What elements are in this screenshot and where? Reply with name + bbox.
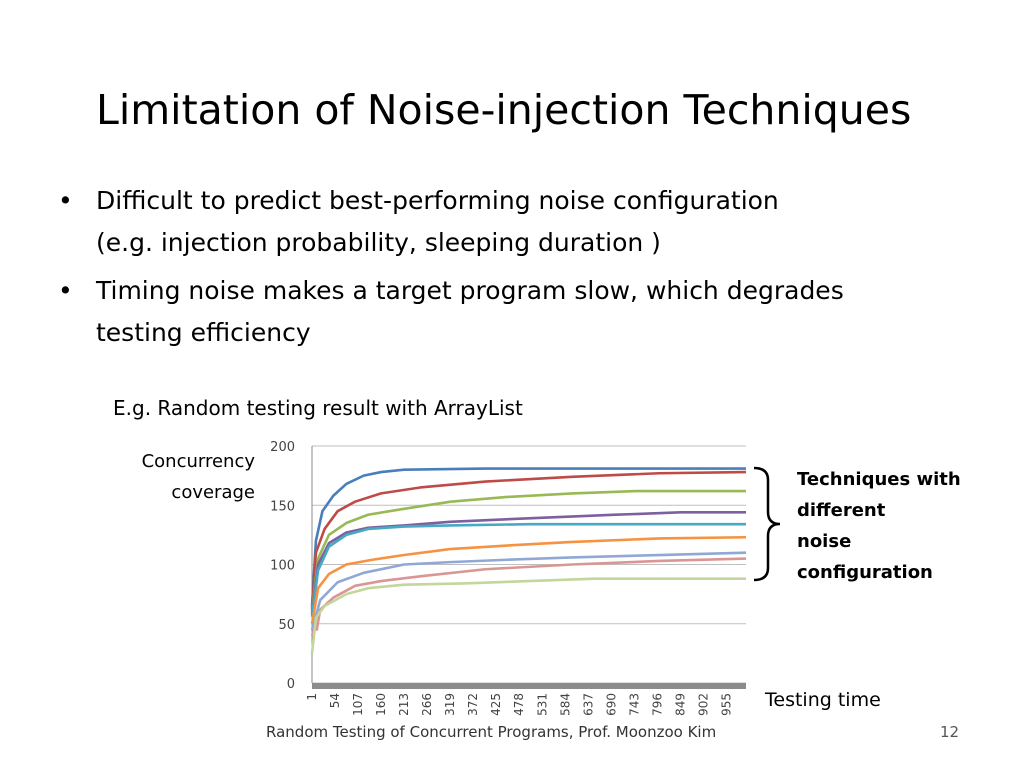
y-tick-label: 200 [270, 440, 295, 455]
x-tick-label: 372 [466, 693, 480, 716]
x-tick-label: 425 [489, 693, 503, 716]
x-tick-label: 902 [696, 693, 710, 716]
y-tick-label: 50 [278, 618, 295, 633]
y-tick-label: 0 [287, 677, 295, 692]
series-line [310, 470, 747, 610]
annotation-line: noise [797, 531, 852, 552]
x-tick-label: 319 [443, 693, 457, 716]
bullet-item: • Timing noise makes a target program sl… [58, 270, 958, 354]
x-tick-label: 107 [351, 693, 365, 716]
bullet-line: (e.g. injection probability, sleeping du… [96, 228, 661, 257]
x-axis-band [312, 683, 746, 689]
x-tick-label: 690 [604, 693, 618, 716]
x-tick-label: 584 [558, 693, 572, 716]
annotation-line: Techniques with [797, 469, 961, 490]
x-tick-label: 849 [673, 693, 687, 716]
y-axis-label-line: coverage [171, 482, 255, 503]
bullet-line: Timing noise makes a target program slow… [96, 276, 844, 305]
series-line [310, 551, 747, 631]
series-line [310, 522, 746, 617]
slide-title: Limitation of Noise-injection Techniques [96, 86, 912, 134]
series-line [310, 467, 746, 607]
x-tick-label: 796 [650, 693, 664, 716]
x-tick-label: 54 [328, 693, 342, 708]
x-tick-label: 637 [581, 693, 595, 716]
x-tick-label: 743 [627, 693, 641, 716]
bullet-item: • Difficult to predict best-performing n… [58, 180, 958, 264]
series-line [310, 557, 747, 637]
series-line [310, 535, 747, 624]
x-axis-label: Testing time [765, 689, 881, 711]
bracket-icon [753, 466, 781, 582]
bullet-line: testing efficiency [96, 318, 311, 347]
x-tick-label: 955 [719, 693, 733, 716]
bullet-line: Difficult to predict best-performing noi… [96, 186, 779, 215]
line-chart: 0 50 100 150 200 1 54 107 160 213 266 319 372 425 478 5… [270, 440, 747, 716]
x-tick-label: 531 [535, 693, 549, 716]
bullet-list: • Difficult to predict best-performing n… [58, 180, 958, 360]
chart-caption: E.g. Random testing result with ArrayLis… [113, 396, 523, 420]
slide-footer: Random Testing of Concurrent Programs, P… [266, 723, 717, 741]
x-tick-label: 266 [420, 693, 434, 716]
annotation-line: different [797, 500, 886, 521]
series-line [310, 489, 746, 613]
x-tick-label: 478 [512, 693, 526, 716]
series-annotation: Techniques with different noise configur… [797, 464, 997, 588]
x-tick-label: 160 [374, 693, 388, 716]
y-axis-label: Concurrency coverage [100, 446, 255, 508]
bullet-dot: • [58, 186, 73, 215]
x-tick-label: 213 [397, 693, 411, 716]
y-axis-label-line: Concurrency [141, 451, 255, 472]
series-line [310, 577, 746, 654]
y-tick-label: 150 [270, 499, 295, 514]
bullet-dot: • [58, 276, 73, 305]
annotation-line: configuration [797, 562, 933, 583]
y-tick-label: 100 [270, 559, 295, 574]
page-number: 12 [940, 723, 960, 741]
x-tick-label: 1 [305, 693, 319, 701]
